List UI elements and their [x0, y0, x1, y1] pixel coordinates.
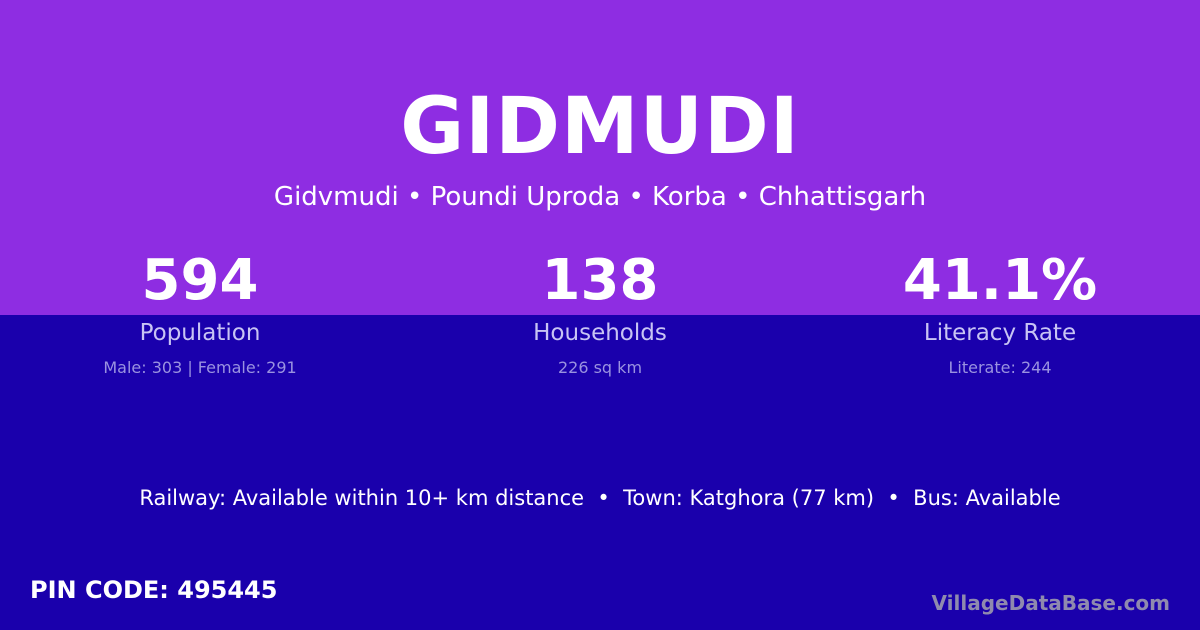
stat-value: 138 [541, 248, 659, 313]
location-breadcrumb: Gidvmudi • Poundi Uproda • Korba • Chhat… [273, 182, 927, 212]
stat-detail: Male: 303 | Female: 291 [103, 358, 297, 377]
stat-detail: 226 sq km [557, 358, 643, 377]
pin-code: PIN CODE: 495445 [30, 576, 278, 604]
stat-households: 138 Households 226 sq km [400, 248, 800, 378]
stat-label: Literacy Rate [923, 320, 1077, 346]
stat-population: 594 Population Male: 303 | Female: 291 [0, 248, 400, 378]
stat-value: 594 [141, 248, 259, 313]
village-title: GIDMUDI [400, 82, 800, 172]
header-band [0, 0, 1200, 315]
stat-detail: Literate: 244 [948, 358, 1052, 377]
connectivity-facts: Railway: Available within 10+ km distanc… [139, 486, 1061, 510]
stat-label: Population [139, 320, 261, 346]
stat-literacy: 41.1% Literacy Rate Literate: 244 [800, 248, 1200, 378]
stat-value: 41.1% [902, 248, 1098, 313]
brand-watermark: VillageDataBase.com [931, 591, 1170, 615]
stat-label: Households [533, 320, 667, 346]
